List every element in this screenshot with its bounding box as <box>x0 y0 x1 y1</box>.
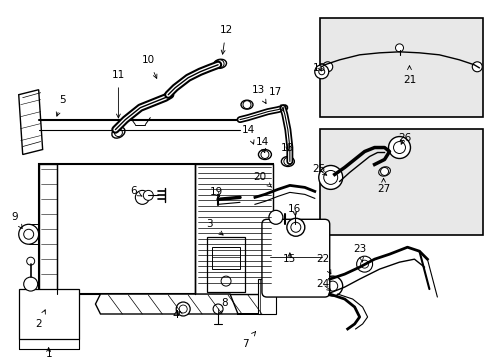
Circle shape <box>393 141 405 153</box>
Circle shape <box>176 302 190 316</box>
Text: 14: 14 <box>241 125 254 144</box>
Text: 6: 6 <box>130 186 142 197</box>
Circle shape <box>323 170 337 184</box>
Text: 4: 4 <box>173 310 180 320</box>
Text: 24: 24 <box>315 279 330 291</box>
Circle shape <box>135 190 149 204</box>
Text: 5: 5 <box>56 95 66 116</box>
Circle shape <box>322 276 342 296</box>
Circle shape <box>314 65 328 79</box>
Circle shape <box>388 136 409 158</box>
Circle shape <box>216 60 224 68</box>
FancyBboxPatch shape <box>262 219 329 297</box>
Text: 8: 8 <box>218 298 227 314</box>
Circle shape <box>284 157 291 166</box>
Text: 22: 22 <box>315 254 330 274</box>
Circle shape <box>213 304 223 314</box>
Text: 21: 21 <box>402 66 415 85</box>
Circle shape <box>23 229 34 239</box>
Bar <box>212 247 240 269</box>
Text: 7: 7 <box>241 332 255 349</box>
Circle shape <box>471 62 481 72</box>
Text: 9: 9 <box>11 212 22 229</box>
Text: 20: 20 <box>253 172 271 187</box>
Bar <box>195 165 272 294</box>
Circle shape <box>318 69 324 75</box>
Text: 18: 18 <box>312 63 325 73</box>
Circle shape <box>356 256 372 272</box>
Ellipse shape <box>213 59 226 68</box>
Circle shape <box>19 224 39 244</box>
Circle shape <box>286 218 304 236</box>
Bar <box>320 18 482 117</box>
Text: 3: 3 <box>205 219 223 235</box>
Bar <box>19 289 79 339</box>
Ellipse shape <box>241 100 252 109</box>
Circle shape <box>268 210 282 224</box>
Text: 25: 25 <box>311 165 326 175</box>
Text: 16: 16 <box>287 204 301 216</box>
Polygon shape <box>19 90 42 154</box>
Circle shape <box>380 167 388 175</box>
Circle shape <box>179 305 187 313</box>
Circle shape <box>290 222 300 232</box>
Ellipse shape <box>378 167 389 176</box>
Circle shape <box>318 166 342 189</box>
Circle shape <box>395 44 403 52</box>
Circle shape <box>360 260 368 268</box>
Bar <box>207 237 244 292</box>
Circle shape <box>27 257 35 265</box>
Bar <box>39 165 57 294</box>
Text: 15: 15 <box>283 253 296 264</box>
Circle shape <box>221 276 230 286</box>
Circle shape <box>23 277 38 291</box>
Text: 10: 10 <box>142 55 157 78</box>
Text: 1: 1 <box>45 348 52 359</box>
Text: 14: 14 <box>255 136 268 153</box>
Bar <box>258 279 275 314</box>
Polygon shape <box>95 279 274 314</box>
Circle shape <box>243 101 250 109</box>
Text: 17: 17 <box>269 87 284 111</box>
Ellipse shape <box>112 127 125 138</box>
Bar <box>39 165 272 294</box>
Ellipse shape <box>258 149 271 159</box>
Text: 27: 27 <box>376 178 389 194</box>
Circle shape <box>322 62 332 72</box>
Circle shape <box>261 150 268 158</box>
Circle shape <box>143 190 153 201</box>
Bar <box>320 129 482 235</box>
Text: 19: 19 <box>209 188 222 197</box>
Text: 12: 12 <box>219 25 232 54</box>
Text: 26: 26 <box>397 132 410 144</box>
Ellipse shape <box>281 157 294 166</box>
Circle shape <box>114 129 122 136</box>
Text: 18: 18 <box>281 143 294 153</box>
Text: 2: 2 <box>35 310 45 329</box>
Text: 11: 11 <box>112 70 125 118</box>
Text: 13: 13 <box>251 85 265 103</box>
Circle shape <box>327 281 337 291</box>
Text: 23: 23 <box>352 244 366 262</box>
